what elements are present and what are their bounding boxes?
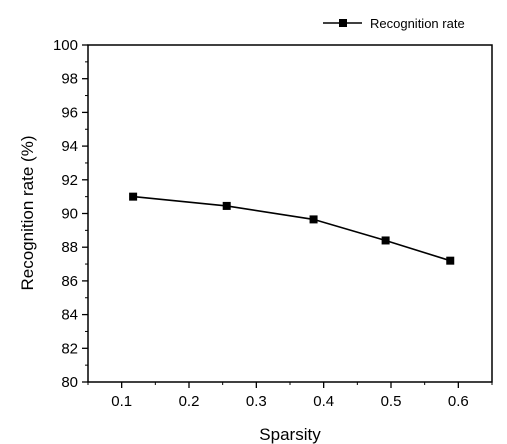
x-tick-label: 0.4 [313,393,334,410]
y-axis-ticks: 80 82 84 86 88 90 92 94 96 98 100 [53,37,88,391]
y-tick-label: 86 [61,273,78,290]
data-point [309,215,318,224]
y-axis-label: Recognition rate (%) [18,136,37,291]
legend-marker [339,19,347,27]
legend-label: Recognition rate [370,16,465,31]
data-point [222,201,231,210]
plot-frame [87,44,493,383]
y-tick-label: 90 [61,206,78,223]
x-tick-label: 0.5 [381,393,402,410]
y-tick-label: 82 [61,340,78,357]
x-tick-label: 0.3 [246,393,267,410]
y-tick-label: 94 [61,138,78,155]
series-layer [129,192,455,265]
x-axis-label: Sparsity [259,425,321,444]
y-tick-label: 84 [61,307,78,324]
series-line [133,195,451,262]
data-point [129,192,138,201]
data-point [381,236,390,245]
y-tick-label: 96 [61,104,78,121]
y-tick-label: 92 [61,172,78,189]
y-tick-label: 80 [61,374,78,391]
x-tick-label: 0.6 [448,393,469,410]
x-tick-label: 0.1 [111,393,132,410]
y-tick-label: 88 [61,239,78,256]
data-point [446,256,455,265]
y-tick-label: 100 [53,37,78,54]
x-axis-ticks: 0.1 0.2 0.3 0.4 0.5 0.6 [87,382,493,410]
legend: Recognition rate [323,16,465,31]
x-tick-label: 0.2 [179,393,200,410]
y-tick-label: 98 [61,71,78,88]
